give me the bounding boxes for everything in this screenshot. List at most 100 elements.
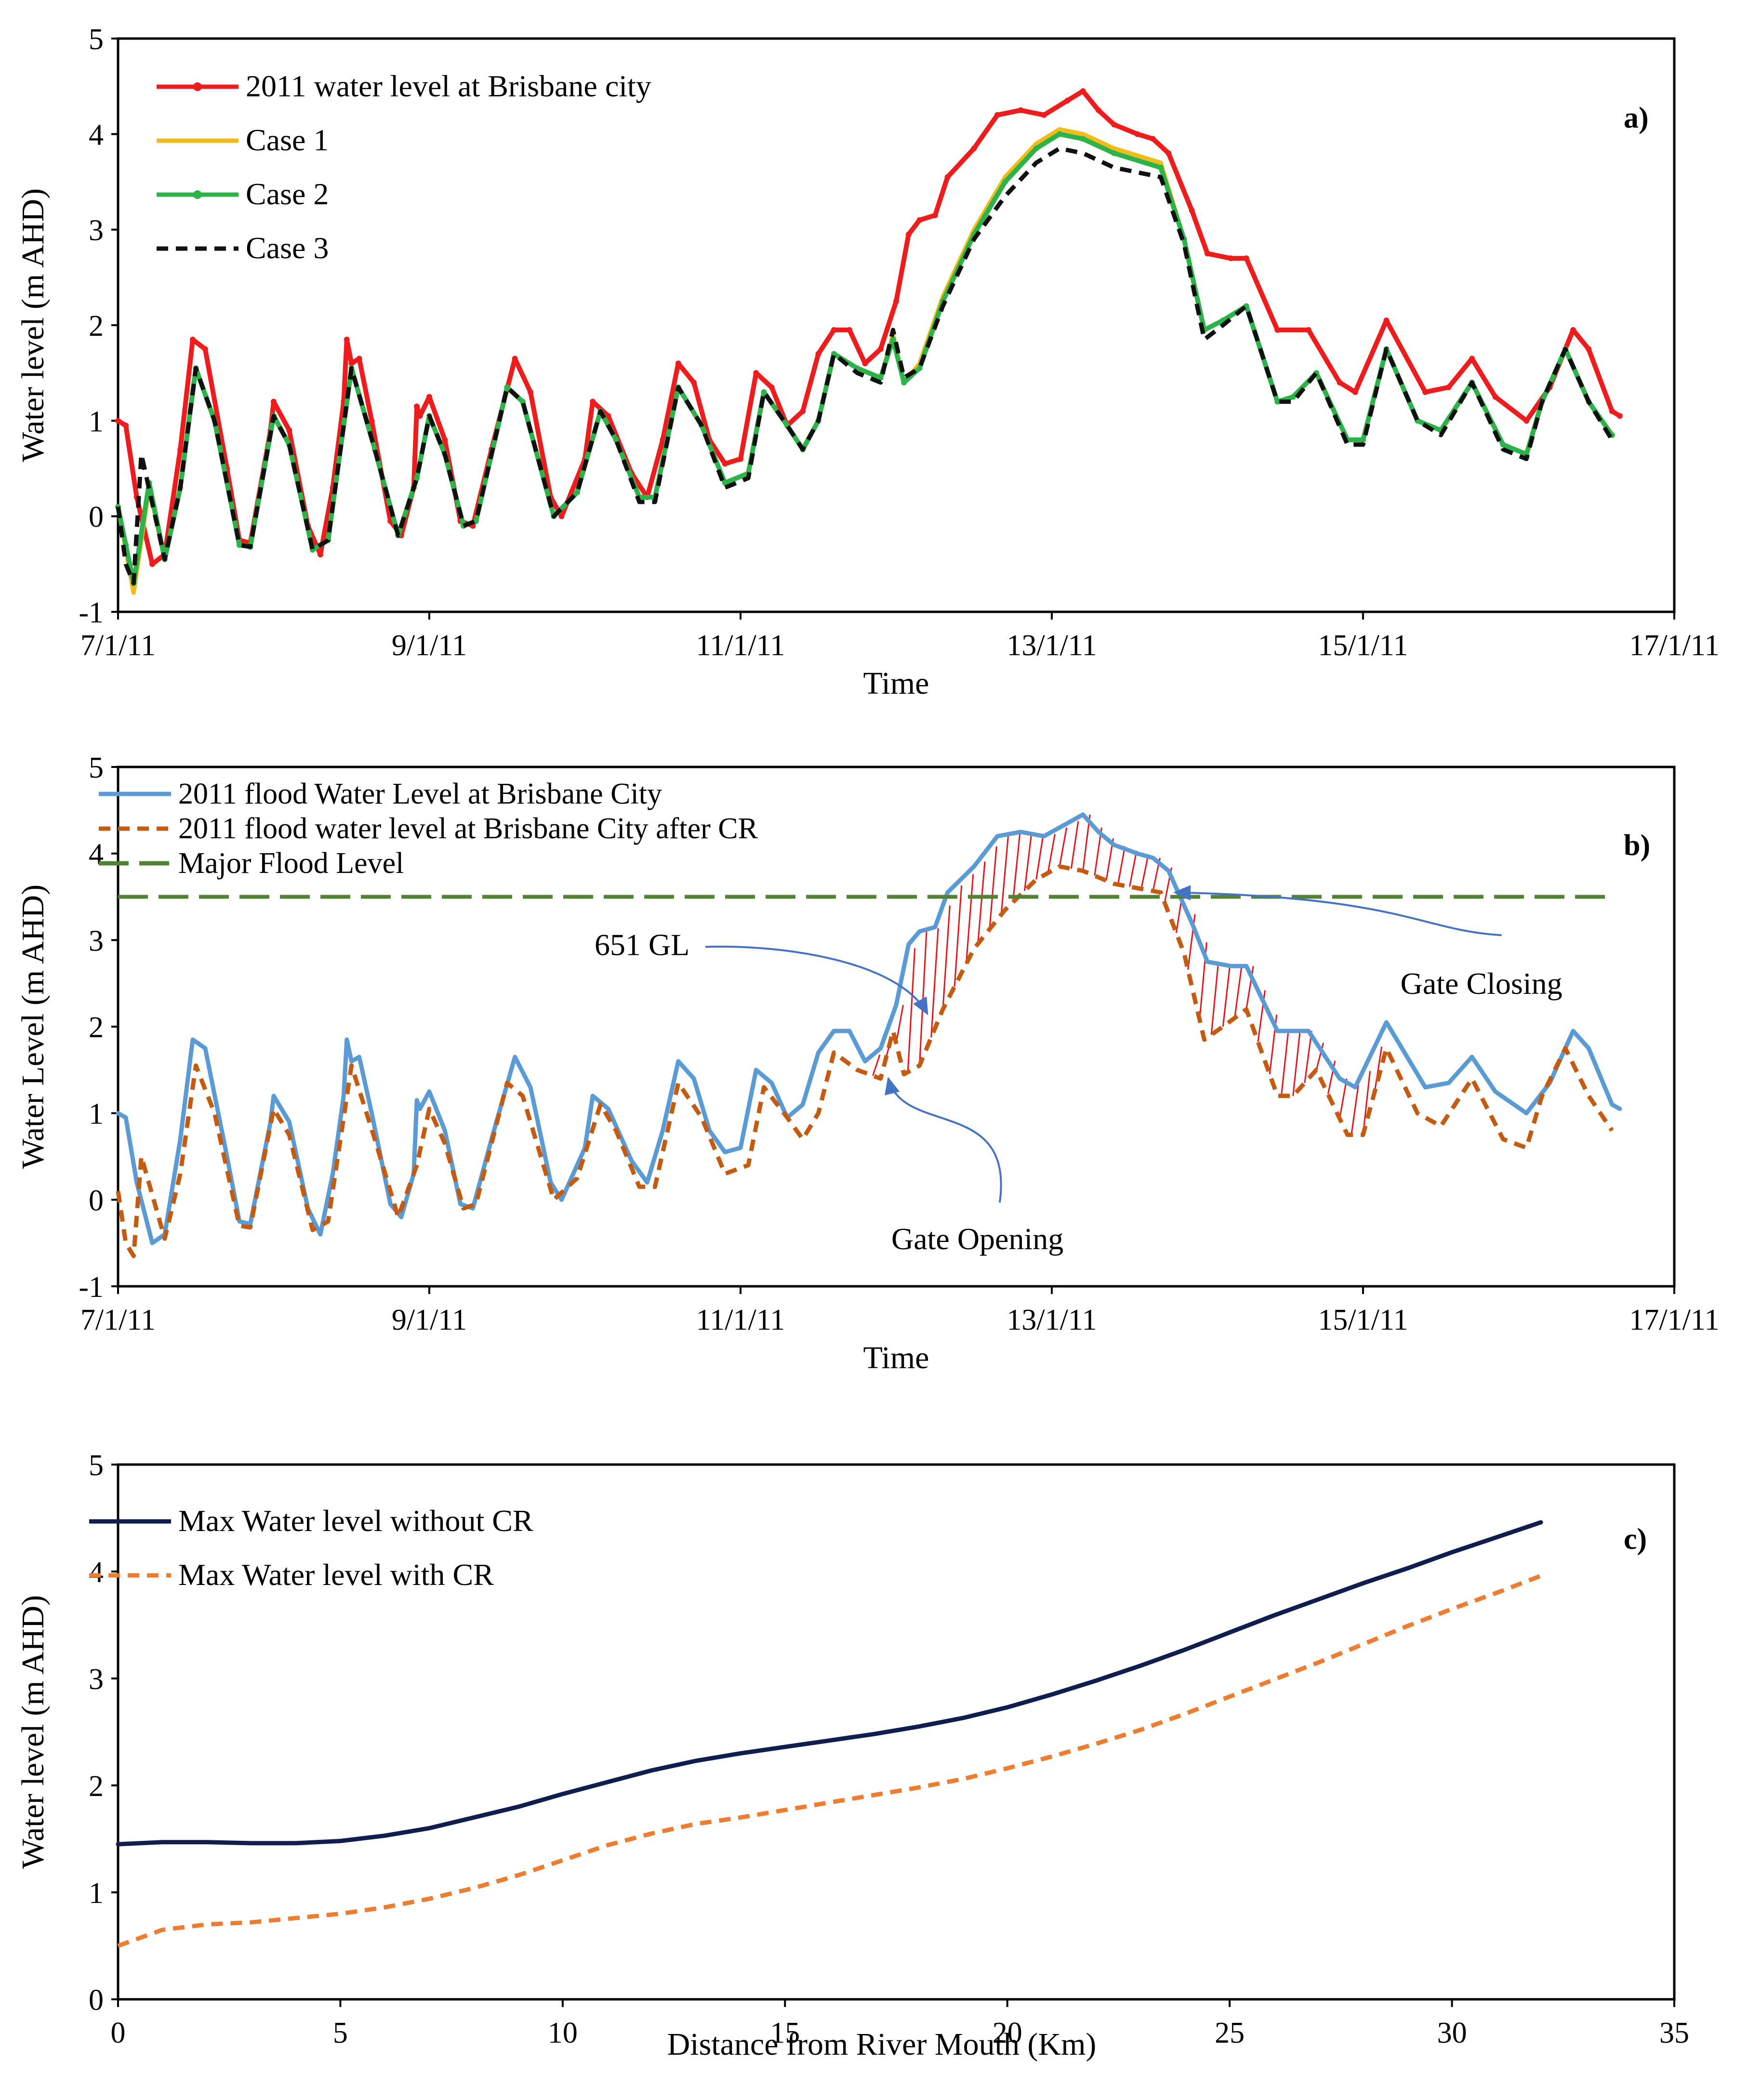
series-marker	[1064, 97, 1071, 104]
series-line-1	[116, 89, 1622, 567]
series-marker	[1158, 164, 1164, 171]
series-marker	[932, 212, 938, 218]
plot-frame	[117, 1463, 1676, 2001]
series-marker	[675, 360, 681, 367]
series-marker	[890, 336, 896, 343]
storage-hatch-line	[1315, 1043, 1324, 1070]
storage-hatch-line	[965, 874, 974, 964]
series-marker	[1352, 389, 1358, 395]
y-axis-title: Water level (m AHD)	[15, 188, 51, 462]
series-marker	[512, 356, 518, 362]
series-marker	[1189, 208, 1195, 213]
x-tick-label: 7/1/11	[80, 1304, 156, 1336]
x-tick-label: 13/1/11	[1006, 1304, 1097, 1336]
series-marker	[1274, 398, 1281, 405]
series-marker	[893, 298, 899, 304]
chart-b: -1 0 1 2 3 4 5 7/1/11 9/1/11 11/1/11 13/1/11 15/1/1…	[15, 752, 1720, 1375]
x-tick-label: 15	[770, 2017, 800, 2049]
x-tick-label: 25	[1215, 2017, 1245, 2049]
y-tick-label: 5	[89, 23, 104, 56]
legend-label: Max Water level with CR	[178, 1558, 494, 1592]
series-marker	[1586, 346, 1592, 352]
y-tick-label: 0	[89, 501, 104, 534]
y-tick-label: 1	[89, 1098, 104, 1131]
y-tick-label: 0	[89, 1984, 104, 2017]
series-marker	[800, 408, 806, 414]
series-marker	[202, 346, 208, 352]
series-line-1	[116, 1520, 1543, 1847]
legend-label: Major Flood Level	[178, 847, 404, 880]
legend-marker	[193, 190, 202, 199]
x-tick-label: 7/1/11	[80, 629, 156, 662]
annotation-arrow	[1173, 885, 1502, 937]
y-tick-label: 5	[89, 752, 104, 784]
series-marker	[1150, 136, 1156, 142]
storage-hatch-line	[895, 1004, 904, 1043]
series-marker	[831, 327, 837, 333]
storage-hatch-line	[1339, 1078, 1348, 1119]
series-marker	[944, 174, 951, 180]
storage-hatch-line	[907, 948, 916, 1072]
storage-hatch-line	[1362, 1070, 1371, 1135]
series-marker	[1422, 389, 1429, 395]
storage-hatch-line	[977, 861, 986, 944]
storage-hatch-line	[1059, 827, 1068, 867]
series-line-2	[117, 1573, 1542, 1948]
x-tick-label: 15/1/11	[1318, 629, 1408, 662]
series-marker	[877, 346, 884, 352]
storage-hatch-line	[1210, 962, 1219, 1035]
series-marker	[1041, 112, 1047, 118]
series-marker	[123, 423, 129, 429]
annotation-label: Gate Closing	[1401, 966, 1563, 1001]
series-marker	[1337, 380, 1343, 385]
annotation-label: Gate Opening	[891, 1222, 1063, 1256]
series-marker	[1165, 150, 1172, 156]
panel-label: c)	[1624, 1523, 1647, 1556]
series-marker	[1080, 88, 1086, 94]
series-marker	[344, 336, 350, 343]
series-marker	[877, 375, 884, 381]
series-marker	[1609, 408, 1615, 414]
series-marker	[905, 231, 912, 238]
series-marker	[115, 418, 121, 424]
series-marker	[815, 351, 821, 357]
y-tick-label: 3	[89, 214, 104, 247]
series-marker	[1290, 394, 1296, 400]
storage-hatch-line	[989, 846, 997, 930]
series-marker	[356, 356, 362, 362]
x-axis-title: Time	[863, 1340, 929, 1375]
annotation-arrow	[885, 1076, 1002, 1203]
x-tick-label: 10	[548, 2017, 578, 2049]
series-marker	[1243, 255, 1249, 262]
storage-hatch-line	[1351, 1085, 1359, 1135]
series-line-2	[116, 864, 1614, 1258]
series-marker	[1057, 131, 1063, 137]
series-marker	[722, 461, 728, 467]
y-tick-label: 2	[89, 1011, 104, 1044]
series-marker	[369, 418, 375, 424]
series-marker	[1360, 437, 1366, 443]
series-marker	[286, 427, 292, 434]
y-tick-label: 4	[89, 119, 104, 151]
y-tick-label: 0	[89, 1184, 104, 1217]
storage-hatch-line	[918, 931, 927, 1066]
series-marker	[1134, 131, 1140, 137]
x-axis-title: Time	[863, 666, 929, 701]
x-tick-label: 13/1/11	[1006, 629, 1097, 662]
x-tick-label: 35	[1659, 2017, 1689, 2049]
series-marker	[761, 389, 767, 395]
series-marker	[414, 403, 420, 409]
y-tick-label: 3	[89, 1663, 104, 1696]
y-tick-label: 1	[89, 1877, 104, 1910]
x-tick-label: 5	[333, 2017, 348, 2049]
annotation-arrow	[705, 945, 928, 1016]
legend-label: Case 2	[246, 177, 329, 211]
x-tick-label: 11/1/11	[696, 629, 785, 662]
series-marker	[994, 112, 1000, 118]
y-axis-title: Water Level (m AHD)	[15, 885, 51, 1169]
series-marker	[271, 398, 277, 405]
series-marker	[916, 217, 923, 223]
storage-hatch-line	[1374, 1046, 1383, 1092]
x-tick-label: 30	[1437, 2017, 1467, 2049]
